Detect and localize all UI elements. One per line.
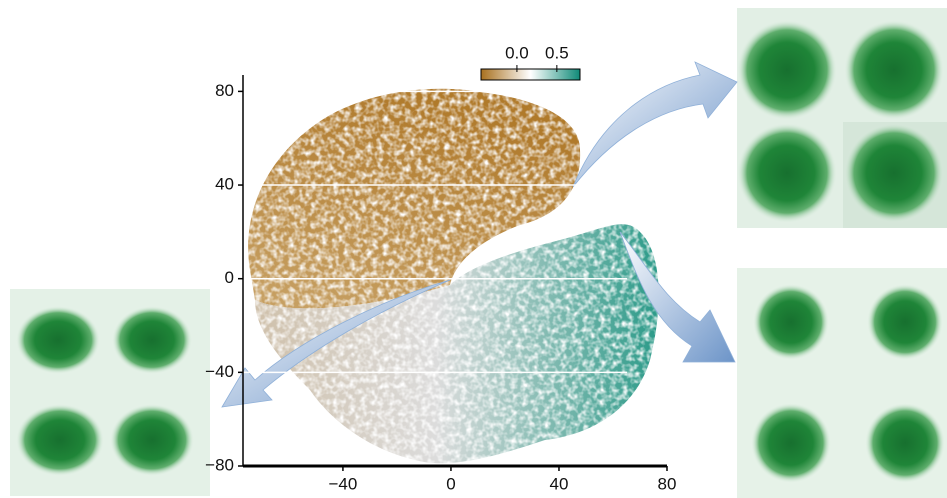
y-tick-label: 0	[225, 268, 234, 287]
colorbar	[481, 69, 580, 80]
y-tick-label: −40	[205, 362, 234, 381]
colorbar-tick-label: 0.0	[505, 43, 529, 62]
image-panel-bottom-right	[737, 268, 947, 498]
x-tick-label: 80	[658, 474, 677, 493]
y-tick-label: −80	[205, 455, 234, 474]
x-tick-label: −40	[329, 474, 358, 493]
colorbar-tick-label: 0.5	[545, 43, 569, 62]
image-panel-top-right	[737, 8, 947, 228]
x-tick-label: 40	[550, 474, 569, 493]
image-panel-left	[10, 289, 210, 496]
figure: −80 −40 0 40 80 −40 0 40 80 0.0 0.5	[0, 0, 947, 498]
y-tick-label: 80	[215, 81, 234, 100]
x-tick-label: 0	[446, 474, 455, 493]
y-tick-label: 40	[215, 175, 234, 194]
arrow	[573, 62, 737, 187]
